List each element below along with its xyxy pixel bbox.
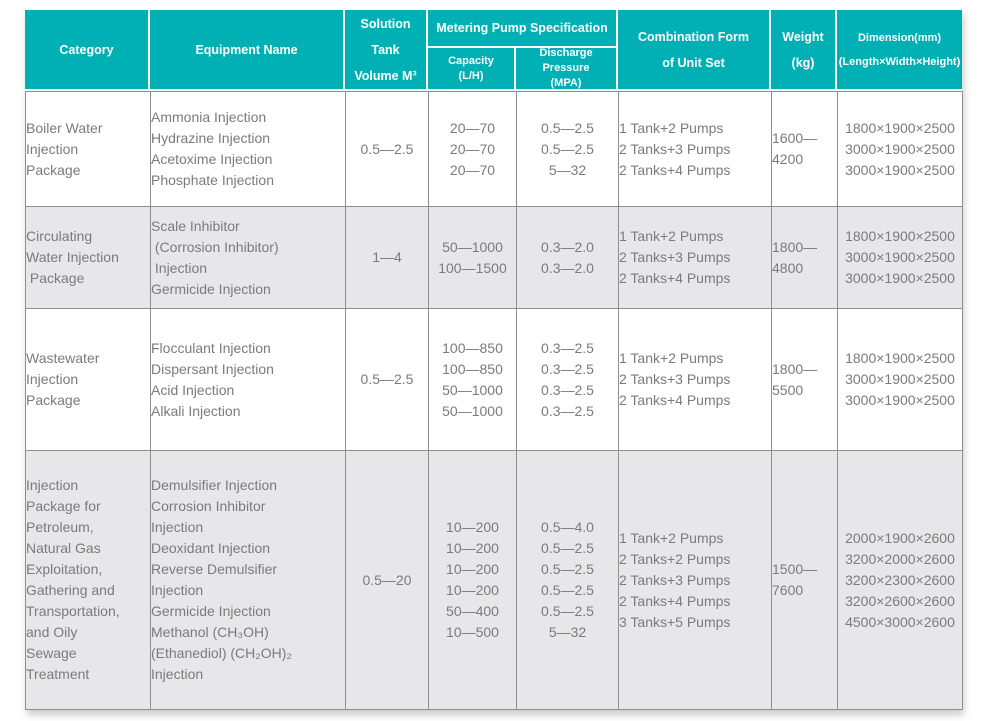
cell-dimension: 1800×1900×2500 3000×1900×2500 3000×1900×… (837, 91, 963, 207)
cell-category: Circulating Water Injection Package (25, 206, 151, 309)
table-row: Circulating Water Injection Package Scal… (25, 206, 963, 309)
table-row: Wastewater Injection Package Flocculant … (25, 308, 963, 451)
cell-tank-volume: 0.5—2.5 (345, 308, 429, 451)
header-category: Category (25, 10, 148, 89)
cell-combination-form: 1 Tank+2 Pumps 2 Tanks+3 Pumps 2 Tanks+4… (618, 206, 772, 309)
cell-dimension: 1800×1900×2500 3000×1900×2500 3000×1900×… (837, 308, 963, 451)
cell-discharge-pressure: 0.5—4.0 0.5—2.5 0.5—2.5 0.5—2.5 0.5—2.5 … (516, 450, 619, 710)
cell-dimension: 2000×1900×2600 3200×2000×2600 3200×2300×… (837, 450, 963, 710)
cell-discharge-pressure: 0.3—2.0 0.3—2.0 (516, 206, 619, 309)
table-row: Injection Package for Petroleum, Natural… (25, 450, 963, 710)
header-weight: Weight (kg) (771, 10, 835, 89)
cell-equipment-name: Scale Inhibitor (Corrosion Inhibitor) In… (150, 206, 346, 309)
cell-capacity: 20—70 20—70 20—70 (428, 91, 517, 207)
header-dimension: Dimension(mm) (Length×Width×Height) (837, 10, 962, 89)
header-equipment-name: Equipment Name (150, 10, 343, 89)
cell-tank-volume: 0.5—2.5 (345, 91, 429, 207)
cell-discharge-pressure: 0.5—2.5 0.5—2.5 5—32 (516, 91, 619, 207)
cell-capacity: 100—850 100—850 50—1000 50—1000 (428, 308, 517, 451)
header-discharge-pressure: Discharge Pressure (MPA) (516, 47, 616, 89)
cell-category: Boiler Water Injection Package (25, 91, 151, 207)
header-solution-tank-volume: Solution Tank Volume M³ (345, 10, 426, 89)
cell-dimension: 1800×1900×2500 3000×1900×2500 3000×1900×… (837, 206, 963, 309)
cell-equipment-name: Flocculant Injection Dispersant Injectio… (150, 308, 346, 451)
header-metering-pump-specification: Metering Pump Specification (428, 10, 616, 46)
header-combination-form: Combination Form of Unit Set (618, 10, 769, 89)
cell-discharge-pressure: 0.3—2.5 0.3—2.5 0.3—2.5 0.3—2.5 (516, 308, 619, 451)
spec-table: Category Equipment Name Solution Tank Vo… (25, 10, 963, 710)
cell-equipment-name: Demulsifier Injection Corrosion Inhibito… (150, 450, 346, 710)
cell-weight: 1800— 4800 (771, 206, 838, 309)
table-header: Category Equipment Name Solution Tank Vo… (25, 10, 962, 89)
cell-category: Wastewater Injection Package (25, 308, 151, 451)
header-capacity: Capacity (L/H) (428, 48, 514, 89)
cell-capacity: 10—200 10—200 10—200 10—200 50—400 10—50… (428, 450, 517, 710)
cell-combination-form: 1 Tank+2 Pumps 2 Tanks+3 Pumps 2 Tanks+4… (618, 91, 772, 207)
table-body: Boiler Water Injection Package Ammonia I… (25, 91, 963, 710)
cell-category: Injection Package for Petroleum, Natural… (25, 450, 151, 710)
cell-combination-form: 1 Tank+2 Pumps 2 Tanks+3 Pumps 2 Tanks+4… (618, 308, 772, 451)
cell-capacity: 50—1000 100—1500 (428, 206, 517, 309)
cell-weight: 1800— 5500 (771, 308, 838, 451)
table-row: Boiler Water Injection Package Ammonia I… (25, 91, 963, 207)
cell-weight: 1600— 4200 (771, 91, 838, 207)
cell-tank-volume: 0.5—20 (345, 450, 429, 710)
cell-tank-volume: 1—4 (345, 206, 429, 309)
cell-weight: 1500— 7600 (771, 450, 838, 710)
cell-combination-form: 1 Tank+2 Pumps 2 Tanks+2 Pumps 2 Tanks+3… (618, 450, 772, 710)
cell-equipment-name: Ammonia Injection Hydrazine Injection Ac… (150, 91, 346, 207)
